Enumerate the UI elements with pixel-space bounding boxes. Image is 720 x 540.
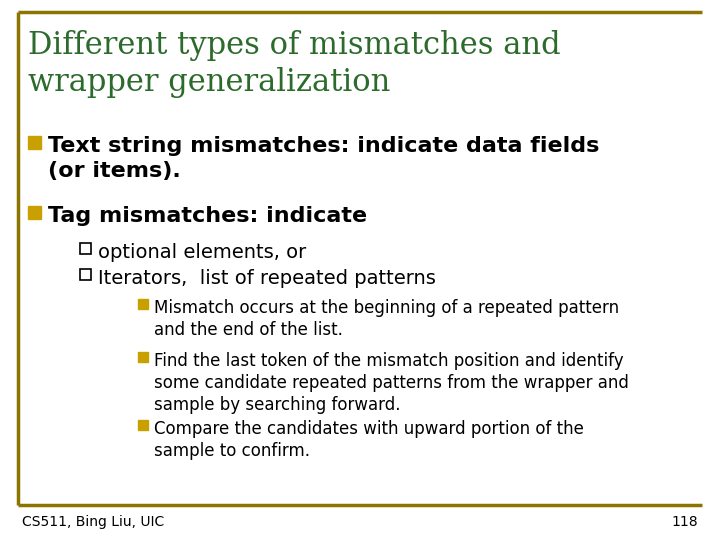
Bar	[28, 206, 41, 219]
Text: Find the last token of the mismatch position and identify
some candidate repeate: Find the last token of the mismatch posi…	[154, 352, 629, 414]
Text: CS511, Bing Liu, UIC: CS511, Bing Liu, UIC	[22, 515, 164, 529]
Bar	[138, 352, 148, 362]
Text: Compare the candidates with upward portion of the
sample to confirm.: Compare the candidates with upward porti…	[154, 420, 584, 460]
Text: 118: 118	[671, 515, 698, 529]
Text: Mismatch occurs at the beginning of a repeated pattern
and the end of the list.: Mismatch occurs at the beginning of a re…	[154, 299, 619, 339]
Text: Iterators,  list of repeated patterns: Iterators, list of repeated patterns	[98, 269, 436, 288]
Bar	[138, 299, 148, 309]
Text: Tag mismatches: indicate: Tag mismatches: indicate	[48, 206, 367, 226]
FancyBboxPatch shape	[80, 269, 91, 280]
FancyBboxPatch shape	[80, 243, 91, 254]
Text: Different types of mismatches and
wrapper generalization: Different types of mismatches and wrappe…	[28, 30, 561, 98]
Bar	[138, 420, 148, 430]
Text: Text string mismatches: indicate data fields
(or items).: Text string mismatches: indicate data fi…	[48, 136, 599, 181]
Text: optional elements, or: optional elements, or	[98, 243, 306, 262]
Bar	[28, 136, 41, 149]
